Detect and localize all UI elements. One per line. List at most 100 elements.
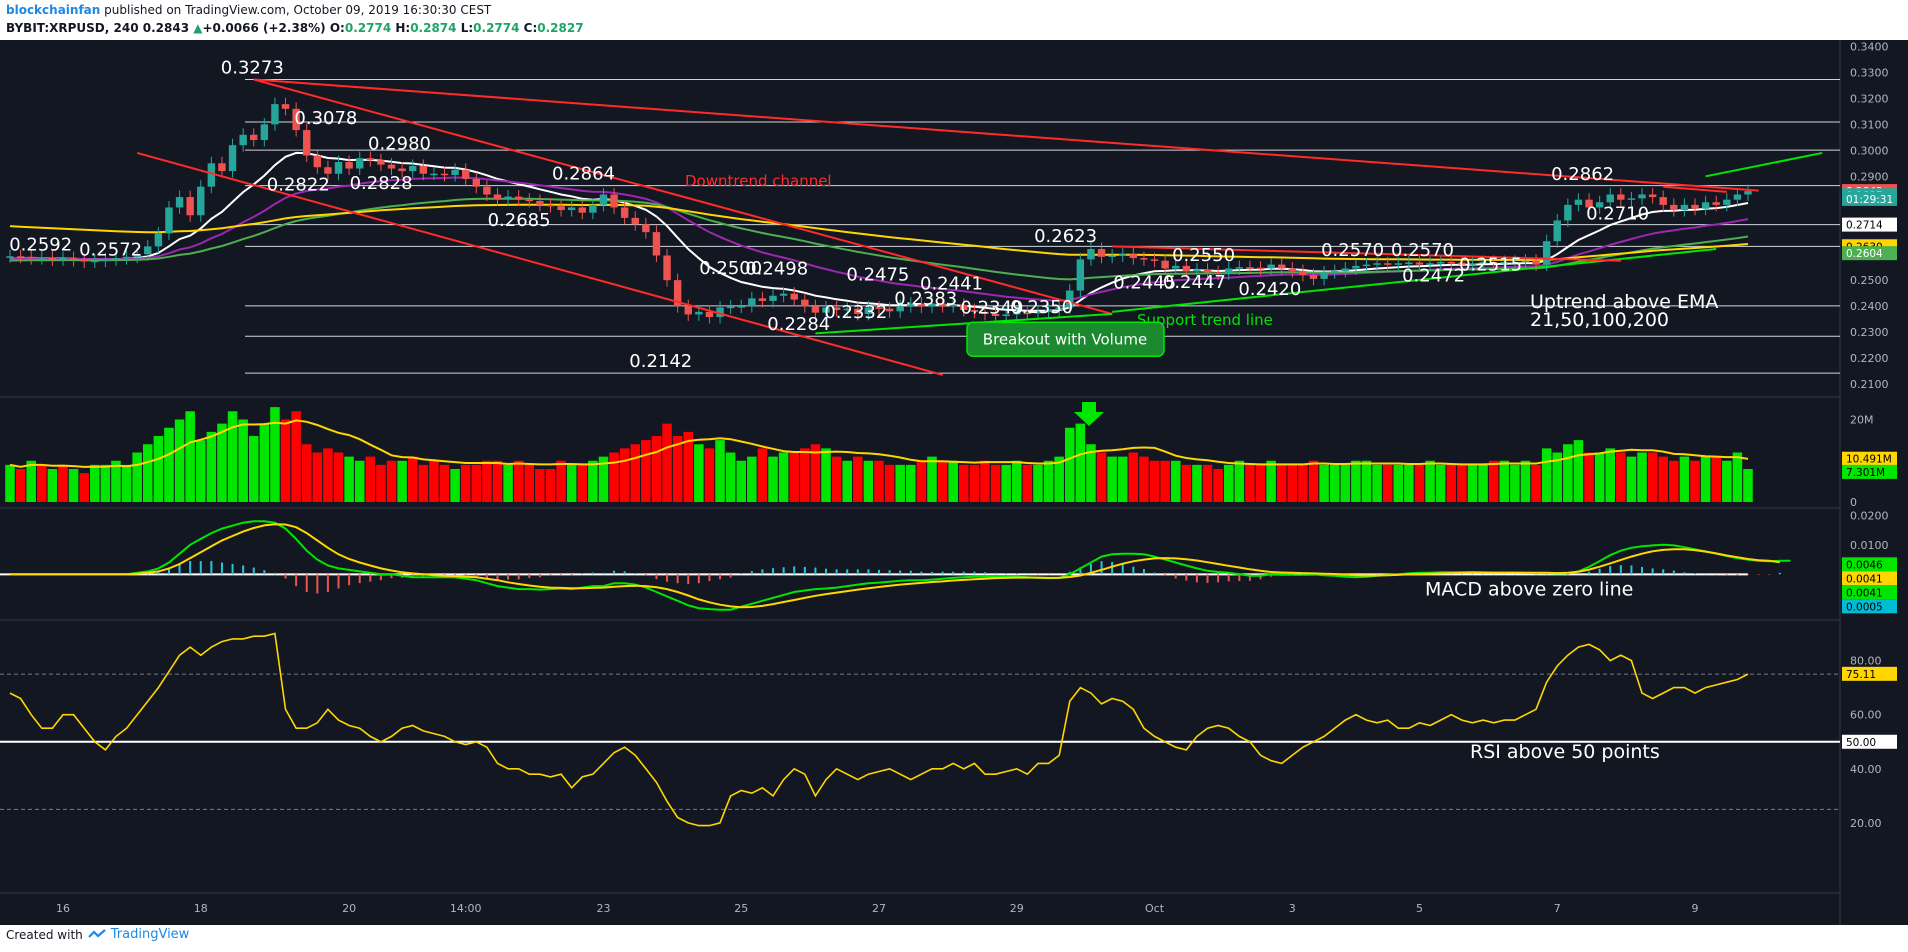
volume-bar <box>280 419 291 502</box>
price-tick-label: 0.3200 <box>1850 92 1889 105</box>
candle <box>1468 263 1477 265</box>
volume-bar <box>111 460 121 502</box>
volume-bar <box>1488 460 1499 502</box>
candle <box>1733 194 1742 200</box>
macd-histogram-bar <box>1185 574 1188 581</box>
macd-histogram-bar <box>719 574 722 580</box>
breakout-arrow-icon <box>1074 402 1104 426</box>
volume-bar <box>810 444 821 502</box>
ema50-line <box>9 176 1749 302</box>
candle <box>483 186 491 195</box>
volume-bar <box>768 456 778 502</box>
volume-bar <box>1414 464 1425 502</box>
macd-histogram-bar <box>485 574 488 579</box>
macd-histogram-bar <box>782 567 785 575</box>
candle <box>716 307 724 318</box>
macd-histogram-bar <box>1651 568 1654 575</box>
volume-bar <box>1276 464 1287 502</box>
volume-bar <box>1075 423 1086 502</box>
volume-bar <box>1340 464 1351 502</box>
candle <box>1066 290 1074 308</box>
macd-histogram-bar <box>284 574 287 579</box>
price-tick-label: 0.3400 <box>1850 40 1889 53</box>
candle <box>960 304 968 311</box>
volume-bar <box>704 448 715 502</box>
volume-bar <box>1213 469 1223 502</box>
volume-bar <box>1043 460 1054 502</box>
volume-bar <box>1382 464 1393 502</box>
candle <box>1182 265 1191 272</box>
candle <box>1002 314 1010 316</box>
candle <box>1055 307 1063 311</box>
candle <box>1383 263 1392 265</box>
macd-histogram-bar <box>825 568 828 575</box>
volume-bar <box>1711 456 1721 502</box>
volume-bar <box>407 456 418 502</box>
candle <box>811 306 820 313</box>
volume-bar <box>37 464 47 502</box>
rsi-line <box>9 632 1749 827</box>
macd-histogram-bar <box>1588 571 1591 575</box>
uptrend-annotation-line1: Uptrend above EMA <box>1530 291 1718 313</box>
candle <box>334 162 343 174</box>
uptrend-annotation-line2: 21,50,100,200 <box>1530 309 1669 331</box>
candle <box>228 145 237 172</box>
macd-histogram-bar <box>867 569 870 575</box>
volume-bar <box>227 411 238 502</box>
candle <box>218 163 226 172</box>
low-label: L: <box>460 21 474 35</box>
candle <box>758 298 767 301</box>
candle <box>133 254 141 257</box>
volume-bar <box>397 460 407 502</box>
candle <box>250 134 258 140</box>
candle <box>1447 261 1455 264</box>
volume-bar <box>863 460 874 502</box>
volume-bar <box>959 464 969 502</box>
macd-histogram-bar <box>178 564 181 575</box>
macd-histogram-bar <box>316 574 319 594</box>
open-label: O: <box>329 21 345 35</box>
volume-bar <box>619 448 630 502</box>
macd-histogram-bar <box>962 571 965 575</box>
volume-bar <box>1287 464 1298 502</box>
macd-histogram-bar <box>560 574 563 575</box>
volume-bar <box>1573 440 1584 502</box>
macd-histogram-bar <box>199 561 202 575</box>
candle <box>1309 274 1318 279</box>
macd-histogram-bar <box>189 561 192 575</box>
last-price: 0.2843 <box>142 21 190 35</box>
macd-histogram-bar <box>390 574 393 579</box>
price-level-label: 0.2592 <box>9 234 72 255</box>
macd-histogram-bar <box>697 574 700 584</box>
macd-histogram-bar <box>570 574 573 576</box>
macd-histogram-bar <box>1630 565 1633 575</box>
price-tag <box>1842 246 1897 261</box>
volume-bar <box>990 464 1001 502</box>
candle <box>1214 272 1222 274</box>
tradingview-brand[interactable]: TradingView <box>110 927 190 942</box>
candle <box>1500 261 1508 264</box>
volume-bar <box>672 436 683 502</box>
candle <box>695 311 703 315</box>
candle <box>822 307 830 313</box>
author-name[interactable]: blockchainfan <box>6 3 101 17</box>
candle <box>387 164 396 169</box>
candle <box>1744 191 1752 195</box>
candle <box>1108 255 1116 257</box>
rsi-tick-label: 40.00 <box>1850 763 1882 776</box>
candle <box>970 310 979 312</box>
volume-bar <box>588 460 598 502</box>
macd-histogram-bar <box>422 574 425 578</box>
rsi-annotation: RSI above 50 points <box>1470 741 1660 763</box>
macd-histogram-bar <box>644 574 647 576</box>
trading-chart[interactable]: 0.3400 0.3300 0.3200 0.3100 0.3000 0.2900 0.25… <box>0 40 1908 925</box>
macd-histogram-bar <box>1725 574 1728 575</box>
volume-bar <box>1160 460 1170 502</box>
candle <box>684 306 692 315</box>
volume-tag <box>1842 464 1897 479</box>
rsi-tag <box>1842 666 1897 681</box>
volume-bar <box>630 444 641 502</box>
macd-histogram-bar <box>252 567 255 575</box>
price-level-label: 0.2284 <box>767 314 830 335</box>
volume-bar <box>1467 464 1478 502</box>
